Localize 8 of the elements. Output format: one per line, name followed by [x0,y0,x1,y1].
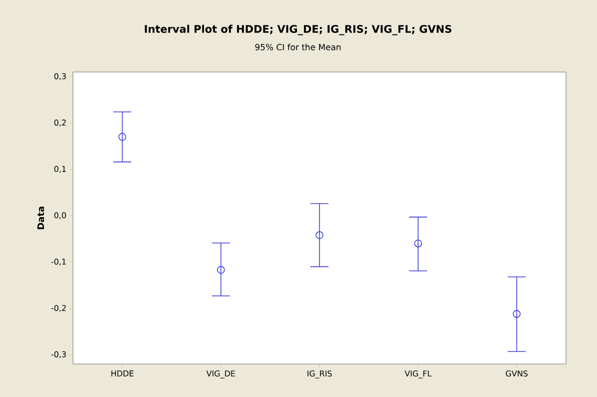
point [512,310,521,318]
chart-subtitle: 95% CI for the Mean [255,44,341,50]
point [316,231,324,240]
point [217,266,225,274]
point [118,132,126,141]
y-axis-title: Data [37,206,44,230]
chart-title: Interval Plot of HDDE; VIG_DE; IG_RIS; VIG_FL; GVNS [144,24,452,36]
point [414,240,422,248]
